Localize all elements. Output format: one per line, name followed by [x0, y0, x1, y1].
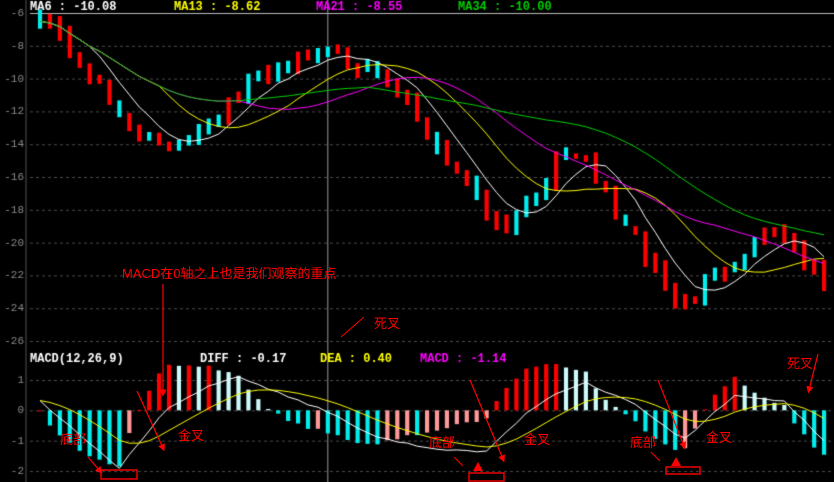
svg-text:MACD在0轴之上也是我们观察的重点: MACD在0轴之上也是我们观察的重点 [122, 266, 337, 281]
svg-text:死叉: 死叉 [787, 356, 813, 371]
svg-text:金叉: 金叉 [706, 430, 732, 445]
svg-text:死叉: 死叉 [374, 316, 400, 331]
svg-text:底部: 底部 [630, 435, 656, 450]
svg-text:底部: 底部 [60, 432, 86, 447]
svg-text:底部: 底部 [429, 435, 455, 450]
svg-text:金叉: 金叉 [178, 428, 204, 443]
svg-text:金叉: 金叉 [524, 432, 550, 447]
